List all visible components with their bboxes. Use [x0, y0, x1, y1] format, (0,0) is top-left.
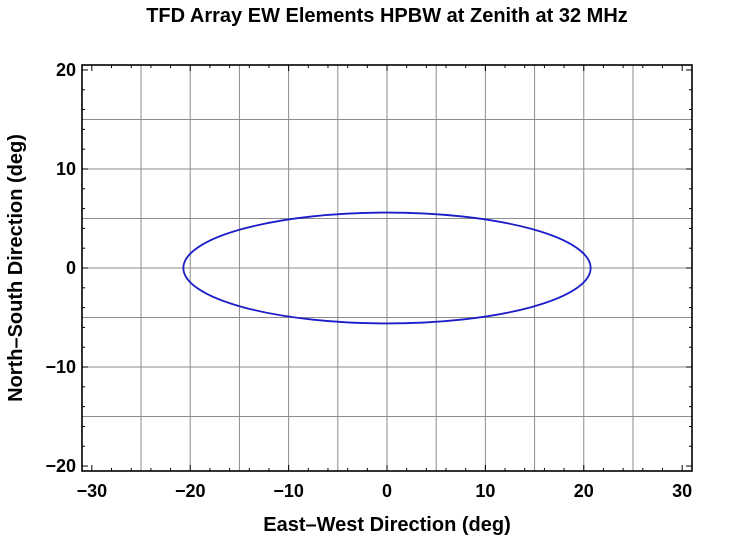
x-tick-label: 0 — [382, 481, 392, 501]
x-tick-label: −20 — [175, 481, 206, 501]
x-tick-label: −30 — [77, 481, 108, 501]
plot-frame — [81, 64, 693, 472]
y-tick-label: 20 — [56, 60, 76, 80]
x-tick-label: −10 — [273, 481, 304, 501]
x-axis-label: East–West Direction (deg) — [263, 514, 510, 536]
x-tick-label: 20 — [574, 481, 594, 501]
grid-lines — [82, 65, 692, 471]
chart-title: TFD Array EW Elements HPBW at Zenith at … — [146, 5, 628, 27]
y-tick-label: 0 — [66, 258, 76, 278]
hpbw-contour — [182, 211, 592, 325]
x-tick-label: 10 — [475, 481, 495, 501]
data-series — [182, 211, 592, 325]
y-tick-label: −20 — [45, 456, 76, 476]
x-tick-label: 30 — [672, 481, 692, 501]
y-axis-label: North–South Direction (deg) — [5, 134, 27, 402]
y-tick-label: −10 — [45, 357, 76, 377]
y-tick-label: 10 — [56, 159, 76, 179]
